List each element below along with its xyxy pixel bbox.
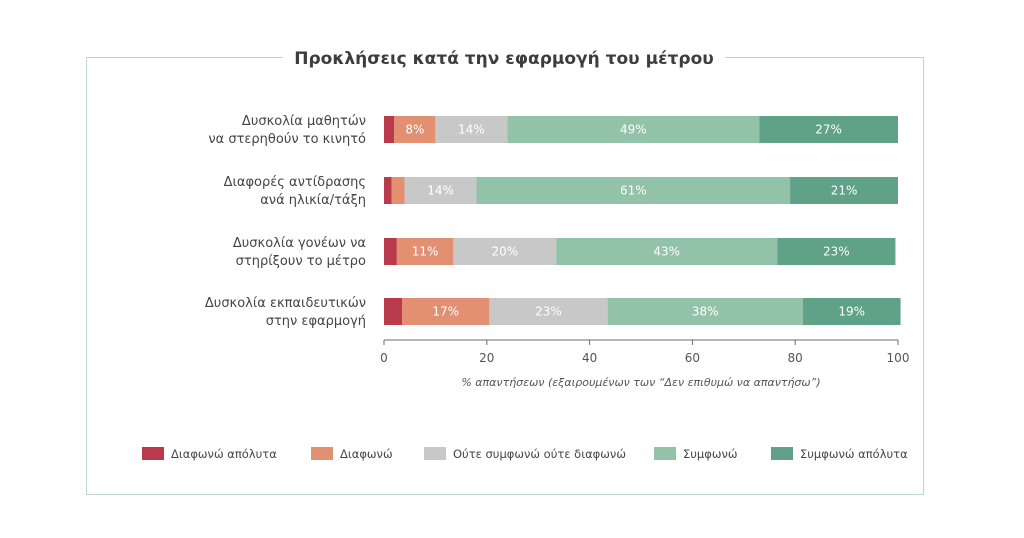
- legend: Διαφωνώ απόλυτα Διαφωνώ Ούτε συμφωνώ ούτε …: [142, 447, 908, 461]
- bar-segment: [802, 298, 901, 325]
- category-label-line: ανά ηλικία/τάξη: [260, 193, 366, 208]
- legend-label: Συμφωνώ απόλυτα: [800, 447, 908, 461]
- bar-segment: [401, 298, 490, 325]
- bar-segment: [790, 177, 898, 204]
- category-label-line: Δυσκολία γονέων να: [233, 236, 366, 251]
- bar-value-label: 43%: [653, 245, 680, 259]
- legend-item: Συμφωνώ: [654, 447, 738, 461]
- x-axis-label: % απαντήσεων (εξαιρουμένων των “Δεν επιθ…: [461, 376, 820, 389]
- x-tick-label: 80: [788, 351, 803, 365]
- category-label-line: στην εφαρμογή: [266, 314, 366, 329]
- bar-segment: [435, 116, 508, 143]
- bar-segment: [556, 238, 778, 265]
- bar-segment: [384, 116, 395, 143]
- bar-value-label: 19%: [838, 305, 865, 319]
- category-label: Δυσκολία μαθητών να στερηθούν το κινητό: [208, 114, 366, 147]
- x-axis: 0 20 40 60 80 100: [380, 339, 910, 365]
- legend-item: Συμφωνώ απόλυτα: [771, 447, 908, 461]
- category-label-line: να στερηθούν το κινητό: [208, 132, 366, 147]
- bar-value-label: 11%: [412, 245, 439, 259]
- legend-swatch: [311, 447, 333, 460]
- legend-label: Διαφωνώ απόλυτα: [171, 447, 277, 461]
- bar-segment: [394, 116, 436, 143]
- category-label-line: Διαφορές αντίδρασης: [224, 175, 366, 190]
- category-label-line: στηρίξουν το μέτρο: [236, 254, 366, 269]
- legend-label: Ούτε συμφωνώ ούτε διαφωνώ: [453, 447, 626, 461]
- bar-value-label: 61%: [620, 184, 647, 198]
- bar-segment: [489, 298, 608, 325]
- legend-swatch: [654, 447, 676, 460]
- bar-segment: [759, 116, 898, 143]
- legend-swatch: [771, 447, 793, 460]
- legend-label: Συμφωνώ: [683, 447, 738, 461]
- chart-title: Προκλήσεις κατά την εφαρμογή του μέτρου: [294, 49, 714, 69]
- x-tick-label: 0: [380, 351, 388, 365]
- bar-segment: [384, 298, 402, 325]
- bar-value-label: 38%: [692, 305, 719, 319]
- legend-item: Ούτε συμφωνώ ούτε διαφωνώ: [424, 447, 626, 461]
- legend-item: Διαφωνώ απόλυτα: [142, 447, 277, 461]
- bar-value-label: 21%: [831, 184, 858, 198]
- bar-value-label: 49%: [620, 123, 647, 137]
- category-label-line: Δυσκολία μαθητών: [242, 114, 366, 129]
- bar-segment: [384, 177, 392, 204]
- legend-item: Διαφωνώ: [311, 447, 393, 461]
- bar-value-label: 23%: [535, 305, 562, 319]
- bar-segment: [384, 238, 397, 265]
- bars-group: Δυσκολία μαθητών να στερηθούν το κινητό 8%…: [205, 114, 901, 329]
- bar-segment: [507, 116, 760, 143]
- category-label-line: Δυσκολία εκπαιδευτικών: [205, 296, 366, 311]
- x-tick-label: 20: [479, 351, 494, 365]
- bar-segment: [607, 298, 803, 325]
- legend-swatch: [424, 447, 446, 460]
- bar-segment: [391, 177, 405, 204]
- bar-value-label: 14%: [427, 184, 454, 198]
- category-label: Διαφορές αντίδρασης ανά ηλικία/τάξη: [224, 175, 366, 208]
- bar-value-label: 20%: [491, 245, 518, 259]
- bar-segment: [453, 238, 557, 265]
- x-tick-label: 40: [582, 351, 597, 365]
- x-tick-label: 100: [887, 351, 910, 365]
- bar-value-label: 27%: [815, 123, 842, 137]
- bar-segment: [777, 238, 896, 265]
- chart-title-container: Προκλήσεις κατά την εφαρμογή του μέτρου: [283, 44, 725, 74]
- bar-segment: [404, 177, 477, 204]
- category-label: Δυσκολία γονέων να στηρίξουν το μέτρο: [233, 236, 366, 269]
- bar-segment: [476, 177, 791, 204]
- bar-value-label: 17%: [432, 305, 459, 319]
- legend-label: Διαφωνώ: [340, 447, 393, 461]
- bar-value-label: 14%: [458, 123, 485, 137]
- bar-value-label: 8%: [405, 123, 424, 137]
- legend-swatch: [142, 447, 164, 460]
- bar-segment: [396, 238, 454, 265]
- category-label: Δυσκολία εκπαιδευτικών στην εφαρμογή: [205, 296, 366, 329]
- bar-value-label: 23%: [823, 245, 850, 259]
- x-tick-label: 60: [685, 351, 700, 365]
